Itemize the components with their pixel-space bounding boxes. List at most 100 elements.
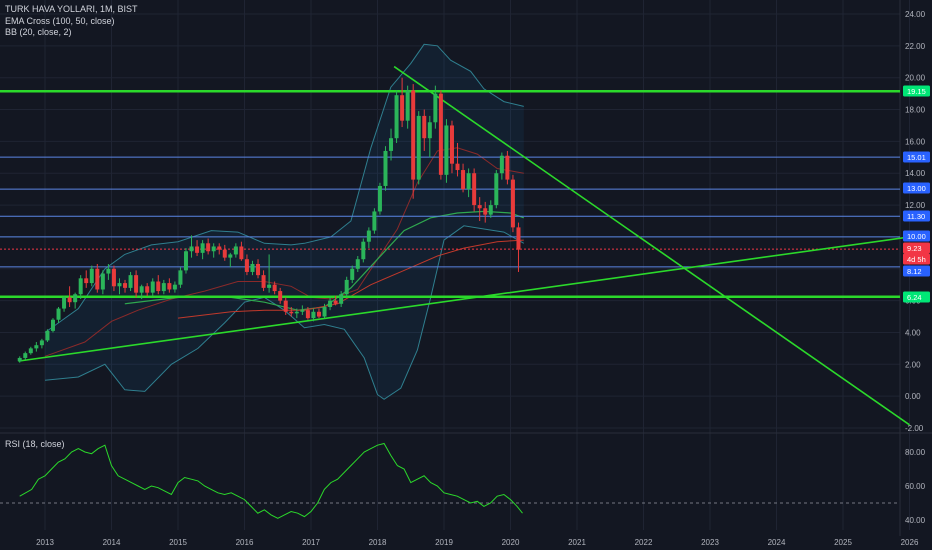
candle-body	[250, 263, 255, 272]
time-tick-label: 2018	[369, 538, 387, 547]
candle-body	[355, 259, 360, 269]
time-tick-label: 2016	[236, 538, 254, 547]
time-tick-label: 2025	[834, 538, 852, 547]
candle-body	[422, 115, 427, 139]
rsi-tick-label: 60.00	[905, 482, 926, 491]
candle-body	[217, 246, 222, 250]
candle-body	[84, 278, 89, 284]
symbol-title[interactable]: TURK HAVA YOLLARI, 1M, BIST	[5, 4, 138, 14]
candle-body	[350, 268, 355, 280]
candle-body	[305, 310, 310, 319]
candle-body	[195, 246, 200, 253]
candle-body	[405, 90, 410, 121]
bb-fill	[45, 44, 524, 400]
candlestick-series	[17, 77, 521, 363]
candle-body	[117, 283, 122, 287]
candle-body	[228, 254, 233, 258]
candle-body	[134, 275, 139, 293]
trendlines	[18, 65, 910, 426]
price-tag	[903, 265, 930, 277]
candle-body	[172, 284, 177, 290]
time-tick-label: 2023	[701, 538, 719, 547]
candle-body	[516, 227, 521, 250]
candle-body	[222, 249, 227, 258]
candle-body	[39, 340, 44, 346]
time-tick-label: 2014	[103, 538, 121, 547]
candle-body	[78, 278, 83, 295]
price-tick-label: 22.00	[905, 42, 926, 51]
candle-body	[239, 246, 244, 260]
candle-body	[128, 275, 133, 288]
candle-body	[344, 279, 349, 295]
candle-body	[494, 173, 499, 206]
candle-body	[272, 284, 277, 292]
candle-body	[333, 300, 338, 304]
candle-body	[106, 268, 111, 274]
candle-body	[161, 283, 166, 292]
candle-body	[17, 357, 22, 362]
price-tick-label: 0.00	[905, 392, 921, 401]
candle-body	[23, 353, 28, 358]
bb-lower-line	[44, 225, 525, 400]
candle-body	[145, 286, 150, 293]
time-tick-label: 2026	[901, 538, 919, 547]
candle-body	[34, 345, 39, 349]
time-tick-label: 2020	[502, 538, 520, 547]
candle-body	[444, 125, 449, 175]
candle-body	[505, 155, 510, 180]
candle-body	[206, 243, 211, 252]
candle-body	[328, 300, 333, 307]
candle-body	[455, 163, 460, 171]
candle-body	[372, 211, 377, 231]
candle-body	[311, 311, 316, 319]
price-tick-label: -2.00	[905, 424, 924, 433]
price-tag-label: 10.00	[907, 232, 926, 241]
candle-body	[339, 294, 344, 304]
candle-body	[73, 294, 78, 303]
candle-body	[300, 310, 305, 312]
ema-50-line	[177, 239, 524, 319]
price-tag-label: 11.30	[907, 212, 925, 221]
rsi-tick-label: 80.00	[905, 448, 926, 457]
ema-indicator-label[interactable]: EMA Cross (100, 50, close)	[5, 15, 115, 26]
candle-body	[50, 319, 55, 331]
candle-body	[167, 283, 172, 290]
candle-body	[211, 246, 216, 252]
candle-body	[477, 205, 482, 209]
price-tag-label: 9.23	[907, 244, 922, 253]
candle-body	[267, 284, 272, 288]
bollinger-bands	[44, 43, 525, 400]
candle-body	[461, 170, 466, 190]
candle-body	[361, 241, 366, 260]
candle-body	[289, 311, 294, 314]
candle-body	[261, 275, 266, 288]
candle-body	[189, 246, 194, 252]
candle-body	[322, 306, 327, 317]
candle-body	[427, 122, 432, 139]
candle-body	[28, 348, 33, 354]
candle-body	[56, 308, 61, 320]
price-tick-label: 18.00	[905, 106, 926, 115]
candle-body	[111, 268, 116, 287]
candle-body	[244, 259, 249, 272]
rsi-indicator-label[interactable]: RSI (18, close)	[5, 439, 65, 449]
price-tick-label: 2.00	[905, 360, 921, 369]
time-tick-label: 2019	[435, 538, 453, 547]
candle-body	[150, 281, 155, 293]
time-axis[interactable]: 2013 2014 2015 2016 2017 2018 2019 2020 2021 2022…	[36, 538, 919, 547]
candle-body	[200, 243, 205, 253]
price-tag-label: 19.15	[907, 87, 926, 96]
price-tag	[903, 230, 930, 242]
price-tick-label: 14.00	[905, 169, 926, 178]
price-tag	[903, 253, 930, 265]
candle-body	[488, 205, 493, 215]
candle-body	[383, 150, 388, 186]
bb-indicator-label[interactable]: BB (20, close, 2)	[5, 27, 72, 37]
candle-body	[89, 268, 94, 284]
price-tag	[903, 85, 930, 97]
candle-body	[139, 286, 144, 293]
price-tag	[903, 210, 930, 222]
candle-body	[183, 251, 188, 271]
candle-body	[416, 115, 421, 180]
